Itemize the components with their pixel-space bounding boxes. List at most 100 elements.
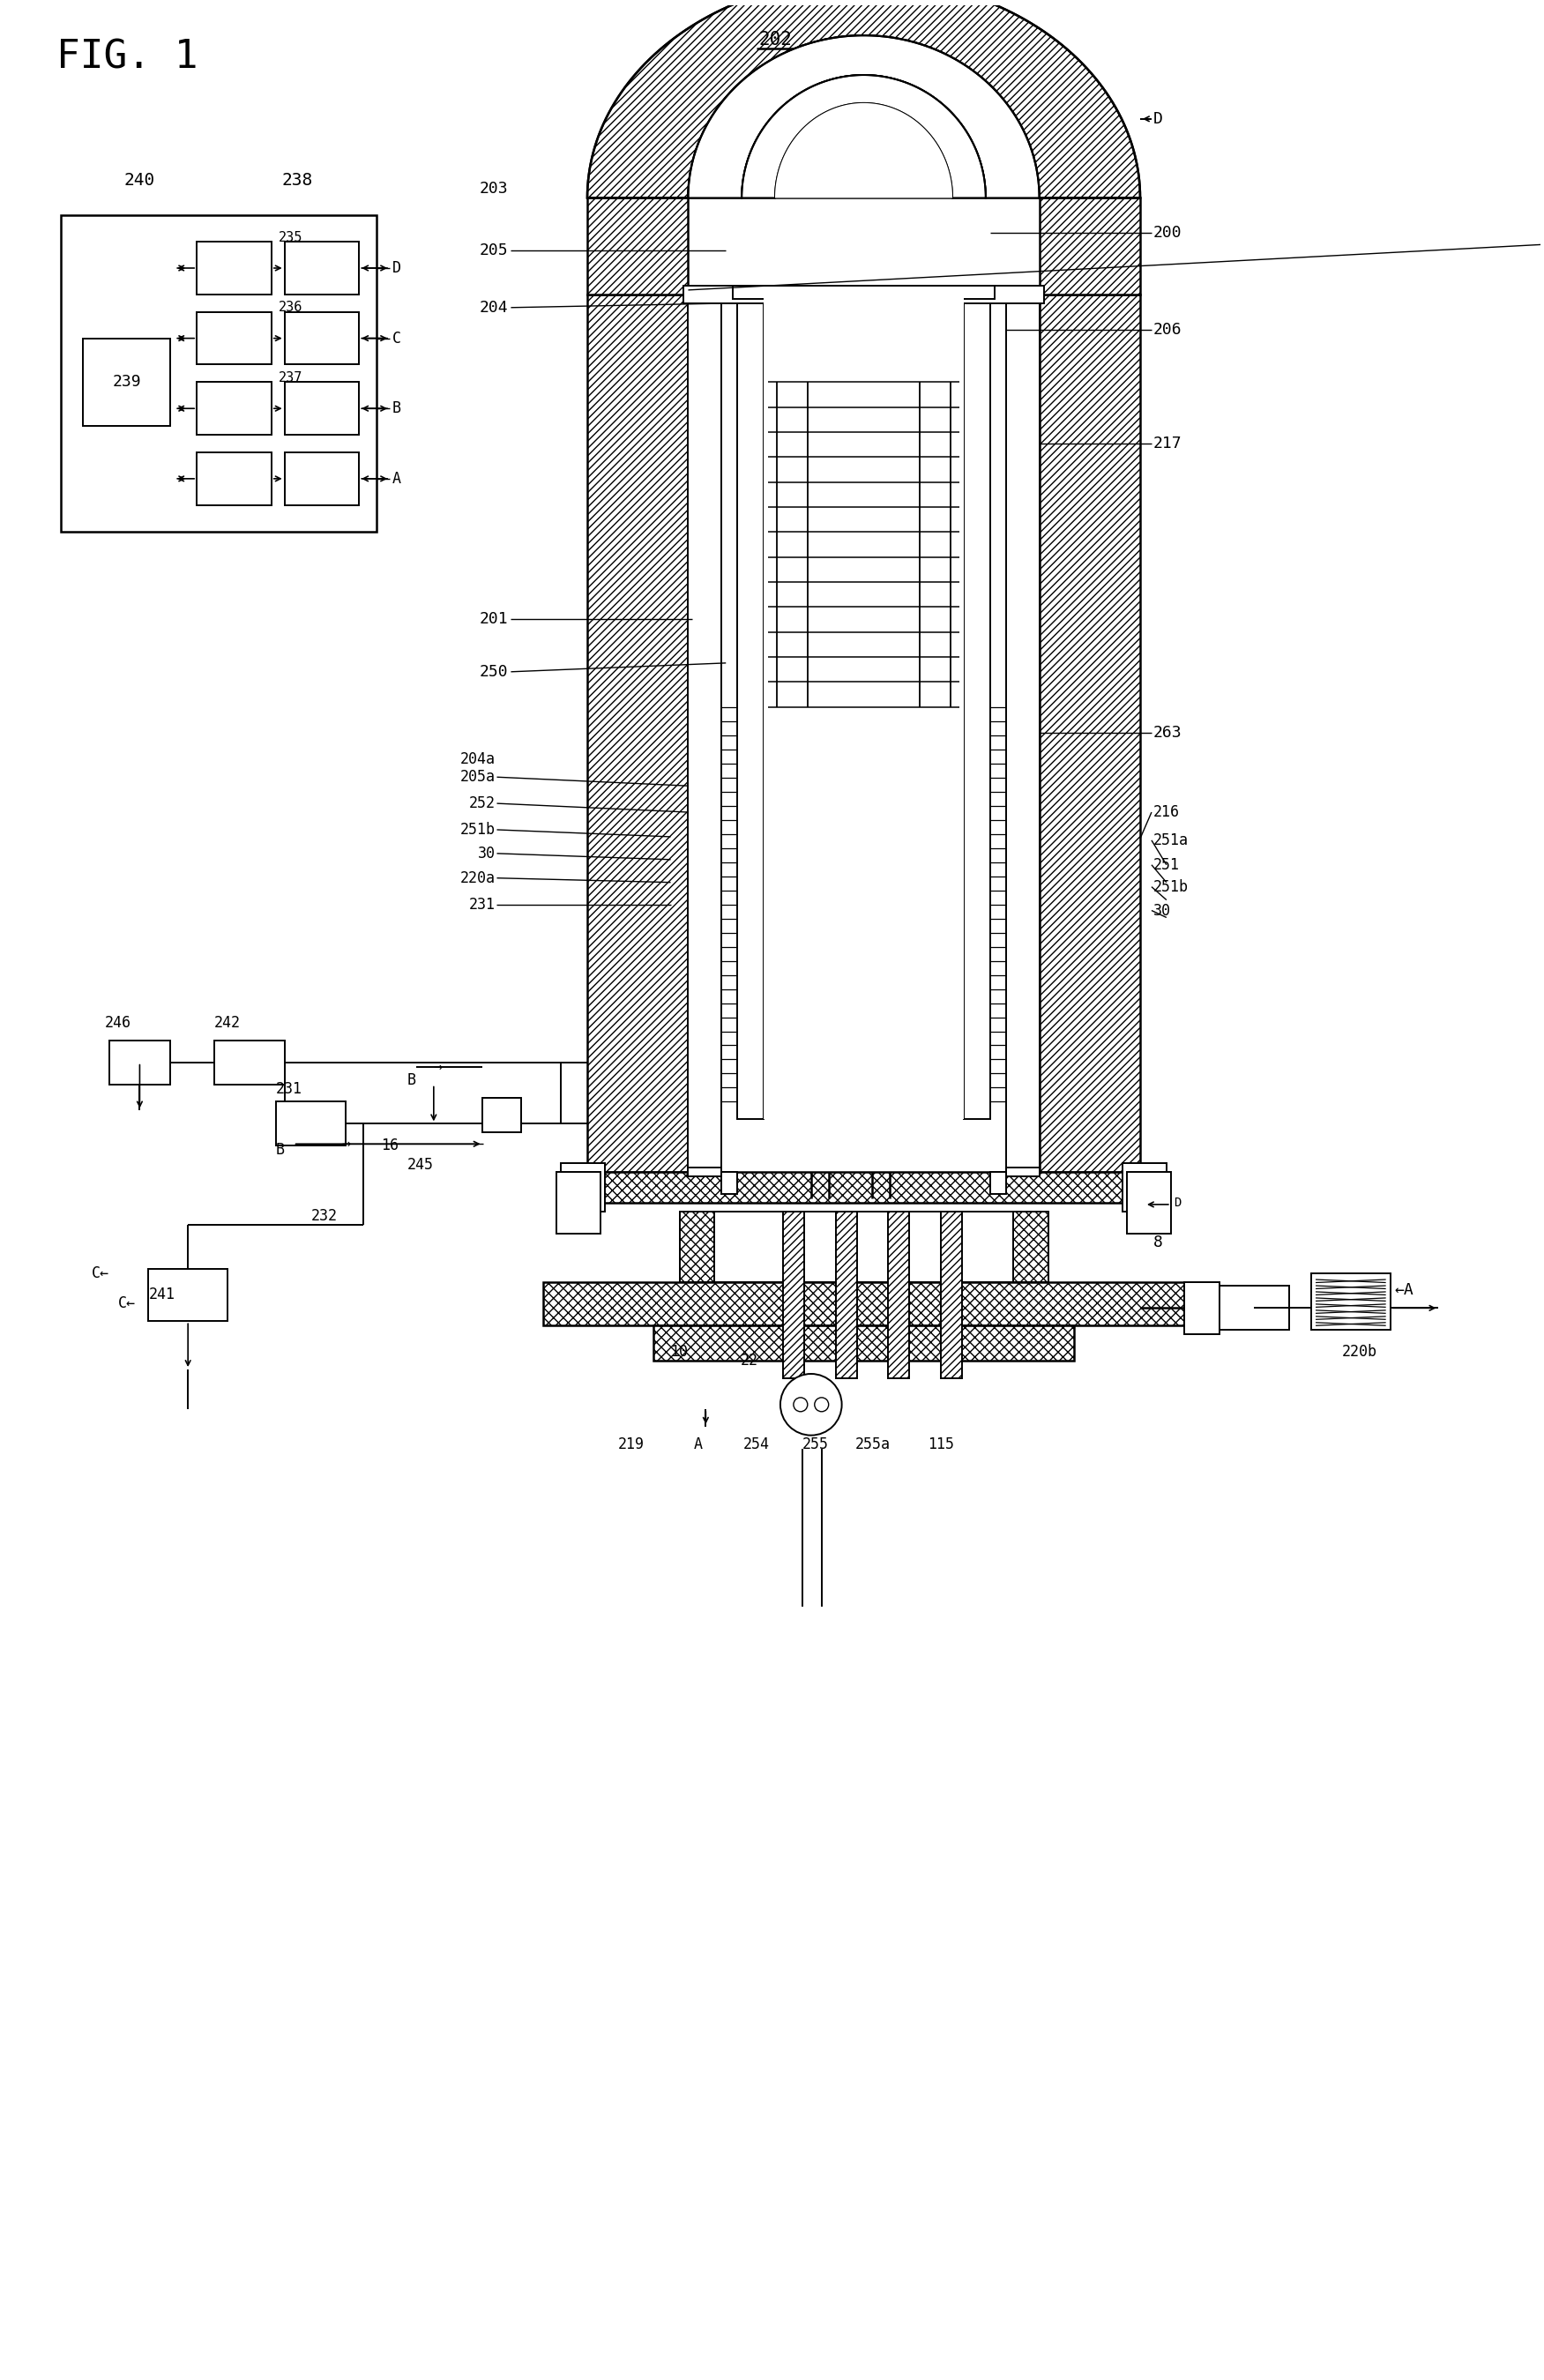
Text: 206: 206 [1153, 321, 1183, 338]
Text: 232: 232 [310, 1209, 337, 1223]
Text: 204a: 204a [460, 752, 496, 766]
Bar [276, 1102, 346, 1145]
Text: D: D [1173, 1197, 1181, 1209]
Bar [940, 1211, 962, 1378]
Text: 201: 201 [480, 612, 508, 626]
Text: 205a: 205a [460, 769, 496, 785]
Bar [560, 1164, 605, 1211]
Text: 245: 245 [408, 1157, 434, 1173]
Text: 231: 231 [469, 897, 496, 912]
Bar [556, 1171, 601, 1233]
Text: 241: 241 [148, 1288, 174, 1302]
Text: D: D [1153, 112, 1163, 126]
Text: 202: 202 [758, 31, 792, 48]
Text: 263: 263 [1153, 726, 1183, 740]
Bar [284, 383, 360, 436]
Bar [679, 1211, 1048, 1283]
Text: 22: 22 [741, 1352, 758, 1368]
Bar [284, 243, 360, 295]
Text: A: A [693, 1435, 703, 1452]
Text: 10: 10 [670, 1345, 689, 1359]
Bar [888, 1211, 909, 1378]
Polygon shape [587, 0, 1139, 198]
Bar [196, 312, 272, 364]
Text: C←: C← [117, 1295, 136, 1311]
Text: 238: 238 [283, 171, 313, 188]
Bar [963, 295, 990, 1119]
Bar [1184, 1283, 1220, 1335]
Bar [196, 383, 272, 436]
Text: 216: 216 [1153, 804, 1180, 821]
Text: 204: 204 [480, 300, 508, 317]
Bar [721, 1171, 738, 1195]
Bar [684, 286, 1044, 302]
Text: B: B [276, 1142, 284, 1159]
Circle shape [794, 1397, 808, 1411]
Text: 200: 200 [1153, 226, 1183, 240]
Bar [196, 452, 272, 505]
Bar [783, 1211, 804, 1378]
Text: 217: 217 [1153, 436, 1183, 452]
Bar [764, 295, 963, 1119]
Text: C: C [392, 331, 401, 345]
Bar [148, 1269, 227, 1321]
Text: ←A: ←A [1394, 1283, 1414, 1299]
Bar [990, 1171, 1005, 1195]
Bar [83, 338, 170, 426]
Text: B: B [408, 1071, 417, 1088]
Text: 250: 250 [480, 664, 508, 681]
Bar [60, 217, 377, 531]
Circle shape [815, 1397, 829, 1411]
Text: 254: 254 [744, 1435, 770, 1452]
Bar [284, 312, 360, 364]
Bar [1013, 1211, 1048, 1283]
Text: A: A [392, 471, 401, 486]
Bar [689, 1169, 721, 1176]
Text: 255a: 255a [855, 1435, 891, 1452]
Text: 251b: 251b [1153, 878, 1189, 895]
Bar [1039, 295, 1139, 1171]
Bar [587, 295, 689, 1171]
Text: 30: 30 [1153, 902, 1170, 919]
Text: B: B [392, 400, 401, 416]
Bar [1127, 1171, 1170, 1233]
Text: 220b: 220b [1342, 1345, 1377, 1359]
Bar [1311, 1273, 1390, 1330]
Bar [1220, 1285, 1289, 1330]
Text: 220a: 220a [460, 871, 496, 885]
Text: 203: 203 [480, 181, 508, 198]
Text: 8: 8 [1153, 1235, 1163, 1250]
Text: 219: 219 [618, 1435, 644, 1452]
Text: 16: 16 [381, 1138, 398, 1154]
Bar [653, 1326, 1075, 1361]
Text: 235: 235 [278, 231, 303, 245]
Bar [689, 295, 721, 1171]
Bar [196, 243, 272, 295]
Bar [1005, 295, 1039, 1171]
Text: →: → [434, 1059, 443, 1076]
Bar [1039, 198, 1139, 295]
Text: 205: 205 [480, 243, 508, 259]
Text: 239: 239 [113, 374, 141, 390]
Bar [1005, 1169, 1039, 1176]
Bar [543, 1283, 1184, 1326]
Bar [587, 198, 689, 295]
Text: 246: 246 [105, 1014, 131, 1031]
Text: 115: 115 [928, 1435, 954, 1452]
Bar [738, 295, 764, 1119]
Circle shape [780, 1373, 841, 1435]
Text: C←: C← [91, 1266, 110, 1280]
Polygon shape [689, 36, 1039, 198]
Text: 255: 255 [803, 1435, 829, 1452]
Text: 236: 236 [278, 300, 303, 314]
Text: →: → [341, 1135, 350, 1152]
Text: 251a: 251a [1153, 833, 1189, 847]
Text: 30: 30 [477, 845, 496, 862]
Polygon shape [775, 102, 953, 198]
Bar [215, 1040, 284, 1085]
Text: 242: 242 [215, 1014, 241, 1031]
Bar [482, 1097, 522, 1133]
Bar [733, 286, 994, 300]
Text: 240: 240 [124, 171, 156, 188]
Text: FIG. 1: FIG. 1 [56, 38, 198, 76]
